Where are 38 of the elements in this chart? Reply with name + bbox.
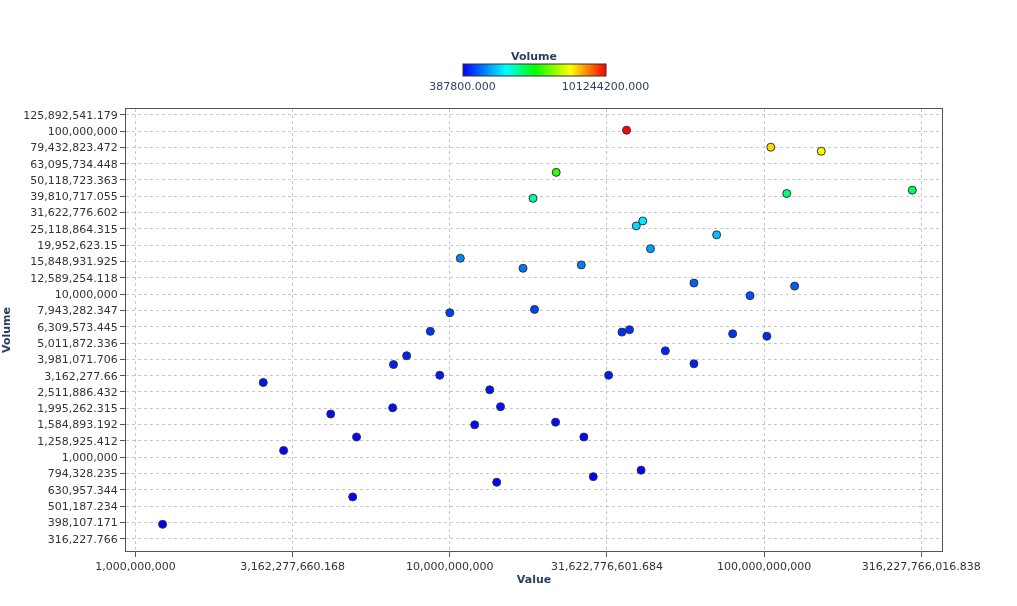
y-tick-label: 398,107.171 [47,516,118,530]
y-tick-label: 19,952,623.15 [37,239,118,253]
y-tick-label: 3,981,071.706 [37,353,118,367]
y-tick-label: 6,309,573.445 [37,320,118,334]
y-tick-label: 316,227.766 [47,532,118,546]
y-tick-label: 1,584,893.192 [37,418,118,432]
y-tick-label: 15,848,931.925 [30,255,118,269]
y-tick-label: 31,622,776.602 [30,206,118,220]
x-tick-label: 31,622,776,601.684 [550,560,663,574]
y-tick-label: 39,810,717.055 [30,190,118,204]
y-tick-label: 501,187.234 [47,499,118,513]
x-tick-label: 3,162,277,660.168 [240,560,346,574]
y-tick-label: 630,957.344 [47,483,118,497]
y-tick-label: 7,943,282.347 [37,304,118,318]
color-bar-label: 387800.000 [429,80,496,94]
color-bar-title: Volume [511,49,557,63]
y-tick-label: 3,162,277.66 [44,369,118,383]
y-tick-label: 25,118,864.315 [30,222,118,236]
y-tick-label: 794,328.235 [47,467,118,481]
y-tick-label: 63,095,734.448 [30,157,118,171]
y-axis-title: Volume [0,307,13,353]
y-tick-label: 1,995,262.315 [37,402,118,416]
y-tick-label: 5,011,872.336 [37,336,118,350]
y-tick-label: 100,000,000 [47,124,118,138]
y-tick-label: 1,258,925.412 [37,434,118,448]
y-tick-label: 50,118,723.363 [30,173,118,187]
x-axis-title: Value [516,573,552,587]
y-tick-label: 1,000,000 [61,451,118,465]
y-tick-label: 12,589,254.118 [30,271,118,285]
x-tick-label: 316,227,766,016.838 [861,560,981,574]
y-tick-label: 79,432,823.472 [30,141,118,155]
x-tick-label: 10,000,000,000 [406,560,494,574]
x-tick-label: 100,000,000,000 [716,560,812,574]
y-tick-label: 125,892,541.179 [23,108,118,122]
x-tick-label: 1,000,000,000 [95,560,176,574]
y-tick-label: 2,511,886.432 [37,385,118,399]
y-tick-label: 10,000,000 [54,287,118,301]
color-bar-label: 101244200.000 [561,80,650,94]
